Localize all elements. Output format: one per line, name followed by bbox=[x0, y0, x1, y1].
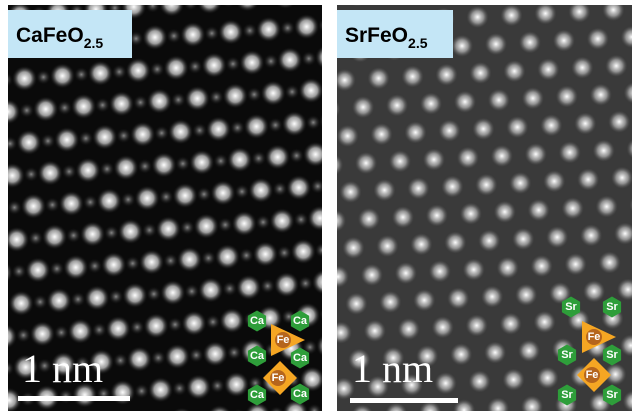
atom-label: Sr bbox=[561, 389, 573, 401]
atom-label: Ca bbox=[250, 389, 265, 401]
atom-label: Ca bbox=[293, 388, 308, 400]
atom-label: Sr bbox=[606, 389, 618, 401]
scale-bar bbox=[18, 396, 130, 401]
atom-label: Sr bbox=[606, 301, 618, 313]
atom-label: Fe bbox=[277, 334, 290, 346]
atom-label: Fe bbox=[272, 372, 285, 384]
scale-bar-label: 1 nm bbox=[22, 346, 103, 391]
formula: SrFeO bbox=[345, 24, 408, 47]
atom-label: Fe bbox=[586, 369, 599, 381]
atom-label: Sr bbox=[561, 349, 573, 361]
atom-label: Ca bbox=[250, 350, 265, 362]
scale-bar bbox=[350, 398, 458, 403]
atom-label: Fe bbox=[588, 331, 601, 343]
atom-label: Ca bbox=[293, 352, 308, 364]
scale-bar-label: 1 nm bbox=[352, 346, 433, 391]
figure: CaFeO2.5 1 nm SrFeO2.5 1 nm CaCaFeCaCaFe… bbox=[0, 0, 637, 418]
subscript: 2.5 bbox=[84, 35, 104, 51]
atom-label: Ca bbox=[293, 315, 308, 327]
atom-label: Sr bbox=[606, 349, 618, 361]
formula: CaFeO bbox=[16, 24, 84, 47]
atom-label: Ca bbox=[250, 315, 265, 327]
subscript: 2.5 bbox=[408, 35, 428, 51]
atom-label: Sr bbox=[565, 301, 577, 313]
